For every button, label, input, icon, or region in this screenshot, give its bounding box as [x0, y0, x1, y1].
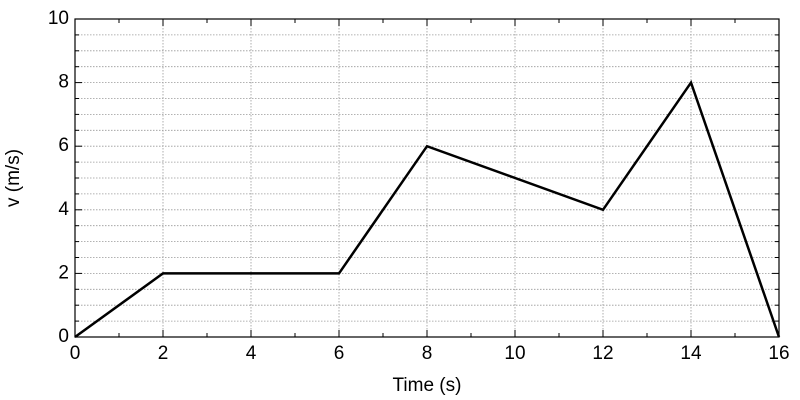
x-tick-label: 4 — [246, 343, 257, 364]
y-tick-label: 0 — [58, 326, 69, 347]
x-tick-label: 10 — [504, 343, 525, 364]
x-tick-label: 6 — [334, 343, 345, 364]
y-tick-label: 10 — [48, 8, 69, 29]
y-tick-label: 6 — [58, 135, 69, 156]
x-tick-label: 8 — [422, 343, 433, 364]
y-tick-label: 4 — [58, 199, 69, 220]
y-axis-label: v (m/s) — [3, 149, 24, 207]
data-line — [74, 79, 781, 339]
x-axis-label: Time (s) — [393, 375, 462, 396]
x-tick-label: 14 — [680, 343, 702, 364]
x-tick-label: 2 — [158, 343, 169, 364]
y-tick-label: 8 — [58, 72, 69, 93]
y-tick-label: 2 — [58, 262, 69, 283]
x-tick-label: 0 — [70, 343, 81, 364]
x-tick-label: 16 — [768, 343, 789, 364]
plot-frame — [74, 18, 780, 338]
x-tick-label: 12 — [592, 343, 613, 364]
